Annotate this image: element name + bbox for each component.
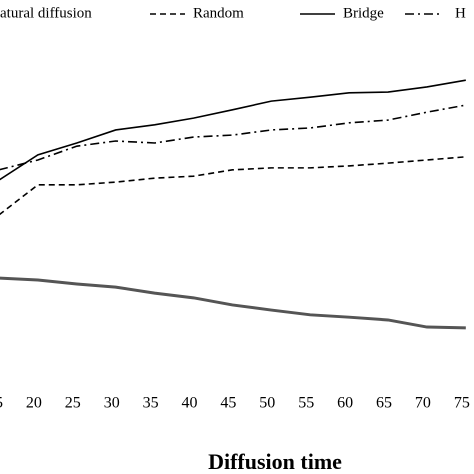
legend-label: atural diffusion (0, 5, 92, 21)
x-tick-label: 50 (259, 395, 275, 412)
x-tick-label: 65 (376, 395, 392, 412)
legend-label: Bridge (343, 5, 384, 21)
x-tick-label: 75 (454, 395, 470, 412)
x-tick-label: 25 (65, 395, 81, 412)
x-tick-label: 45 (220, 395, 236, 412)
legend-label: H (455, 5, 466, 21)
x-axis-title: Diffusion time (208, 449, 342, 474)
series-line (0, 156, 466, 216)
x-tick-label: 15 (0, 395, 3, 412)
x-tick-label: 55 (298, 395, 314, 412)
x-tick-label: 60 (337, 395, 353, 412)
x-tick-label: 20 (26, 395, 42, 412)
series-line (0, 104, 466, 171)
series-line (0, 79, 466, 181)
legend-label: Random (193, 5, 244, 21)
x-tick-label: 40 (182, 395, 198, 412)
x-tick-label: 70 (415, 395, 431, 412)
x-tick-label: 35 (143, 395, 159, 412)
x-tick-label: 30 (104, 395, 120, 412)
series-line (0, 276, 466, 330)
